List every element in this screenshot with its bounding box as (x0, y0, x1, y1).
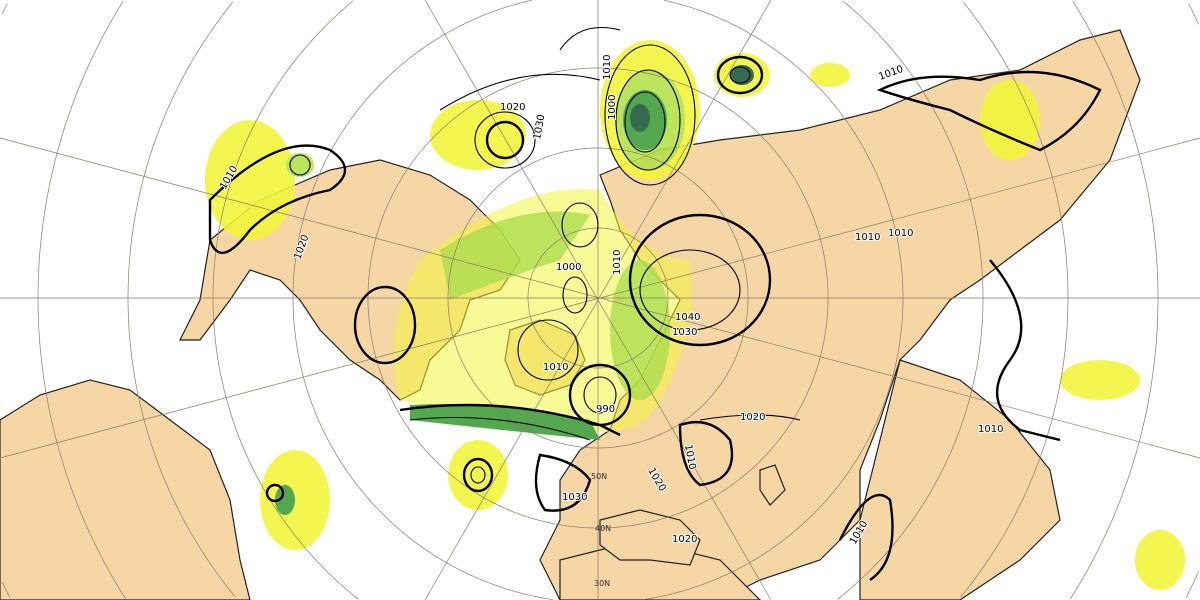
isobar (534, 453, 592, 512)
isobar (517, 319, 579, 381)
isobar (559, 26, 621, 51)
latitude-label: 50N (591, 472, 607, 481)
isobar (615, 69, 681, 171)
isobar (439, 73, 601, 111)
precip-medium (440, 211, 590, 300)
isobar-label: 1030 (672, 327, 697, 338)
isobar-label: 1010 (612, 250, 623, 275)
precip-light (810, 63, 850, 87)
precip-light (980, 80, 1040, 160)
latitude-circle (127, 1, 1069, 598)
precip-extreme (630, 104, 650, 132)
isobar-label: 1000 (607, 95, 618, 120)
precip-light (1060, 360, 1140, 400)
isobar (289, 154, 311, 176)
isobar (485, 120, 525, 160)
isobar (265, 483, 285, 503)
isobar-label: 1010 (602, 55, 613, 80)
isobar (678, 420, 734, 487)
isobar-label: 1020 (500, 102, 525, 113)
isobar-label: 1010 (543, 362, 568, 373)
isobar (716, 55, 764, 95)
isobar (561, 202, 599, 248)
isobar (624, 91, 666, 153)
isobar (208, 144, 347, 255)
isobar (562, 276, 588, 314)
isobar (470, 466, 486, 484)
land-masses (0, 29, 1141, 600)
latitude-circle (1, 3, 1199, 598)
land-south-america (0, 379, 251, 600)
isobar (729, 66, 751, 84)
isobar (409, 417, 591, 441)
latitude-label: 40N (595, 524, 611, 533)
isobar (628, 213, 772, 347)
isobar-label: 1020 (672, 534, 697, 545)
precip-medium (286, 153, 314, 177)
isobar-label: 1010 (888, 228, 913, 239)
latitude-circle (292, 0, 904, 600)
precip-medium (610, 260, 670, 400)
land-mediterranean-sea (599, 509, 701, 566)
isobar (639, 249, 741, 331)
isobar-label: 1020 (740, 412, 765, 423)
precip-light (430, 100, 526, 170)
isobar (989, 259, 1061, 442)
isobar (474, 111, 536, 169)
latitude-circle (37, 1, 1159, 600)
isobar (353, 285, 417, 365)
latitude-circle (212, 0, 984, 600)
precip-light (205, 120, 295, 240)
isobar (604, 44, 696, 186)
isobar-label: 1000 (556, 262, 581, 273)
latitude-labels: 50N 40N 30N (591, 472, 611, 588)
land-caspian (759, 464, 786, 506)
isobar (838, 493, 894, 581)
isobar-label: 1010 (978, 424, 1003, 435)
precip-light (1135, 530, 1185, 590)
isobars (208, 26, 1102, 581)
precip-light (448, 440, 508, 510)
latitude-label: 30N (594, 579, 610, 588)
isobar-label: 1030 (562, 492, 587, 503)
isobar-label: 990 (596, 404, 615, 415)
precip-heavy (275, 485, 295, 515)
isobar (699, 414, 801, 421)
isobar (462, 457, 494, 493)
isobar (876, 70, 1102, 152)
isobar (399, 403, 621, 437)
isobar-label: 1010 (855, 232, 880, 243)
meridian (424, 0, 772, 600)
isobar-label: 1040 (675, 312, 700, 323)
isobar (583, 376, 617, 414)
